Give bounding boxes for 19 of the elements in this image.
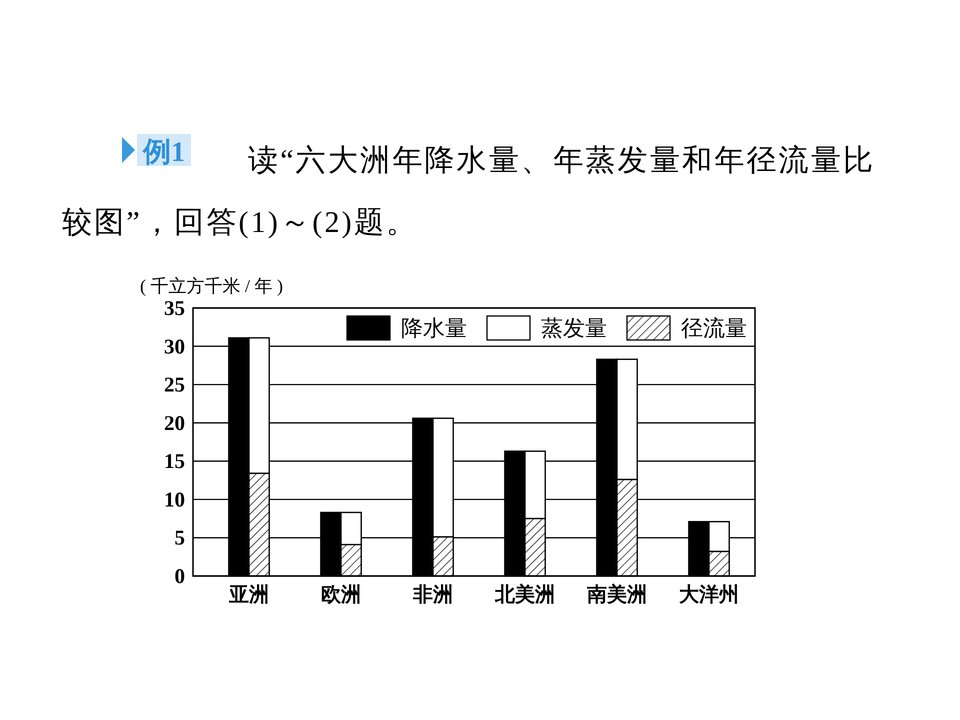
y-tick-label: 20 — [164, 410, 185, 435]
x-tick-label: 大洋州 — [679, 584, 739, 606]
y-tick-label: 35 — [164, 296, 185, 320]
chart-title: 例1 — [142, 137, 185, 168]
legend-label: 降水量 — [401, 316, 467, 340]
y-axis-title: ( 千立方千米 / 年 ) — [140, 276, 283, 296]
x-tick-label: 欧洲 — [321, 584, 361, 606]
y-tick-label: 15 — [164, 449, 185, 474]
x-tick-label: 亚洲 — [228, 584, 269, 606]
x-tick-label: 北美洲 — [494, 583, 555, 606]
y-tick-label: 10 — [164, 487, 185, 512]
y-tick-label: 0 — [174, 564, 185, 588]
y-tick-label: 5 — [174, 526, 185, 550]
y-tick-label: 30 — [164, 334, 185, 358]
y-tick-label: 25 — [164, 372, 185, 397]
x-tick-label: 非洲 — [412, 584, 453, 606]
x-tick-label: 南美洲 — [586, 583, 647, 606]
legend-label: 径流量 — [681, 316, 747, 340]
legend-label: 蒸发量 — [541, 316, 607, 340]
